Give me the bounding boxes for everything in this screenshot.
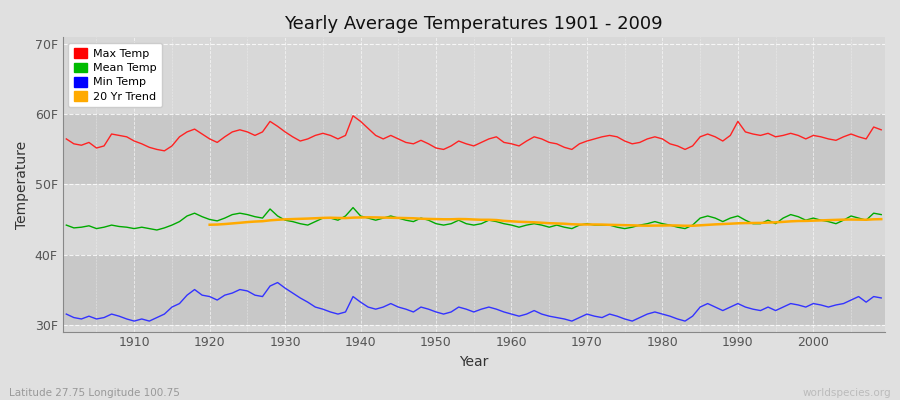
Bar (62, 44, 885, 114)
X-axis label: Year: Year (459, 355, 489, 369)
Text: Latitude 27.75 Longitude 100.75: Latitude 27.75 Longitude 100.75 (9, 388, 180, 398)
Legend: Max Temp, Mean Temp, Min Temp, 20 Yr Trend: Max Temp, Mean Temp, Min Temp, 20 Yr Tre… (68, 43, 162, 107)
Bar (62, 184, 885, 254)
Bar (62, 114, 885, 184)
Text: worldspecies.org: worldspecies.org (803, 388, 891, 398)
Y-axis label: Temperature: Temperature (15, 140, 29, 228)
Bar (62, 254, 885, 324)
Title: Yearly Average Temperatures 1901 - 2009: Yearly Average Temperatures 1901 - 2009 (284, 15, 663, 33)
